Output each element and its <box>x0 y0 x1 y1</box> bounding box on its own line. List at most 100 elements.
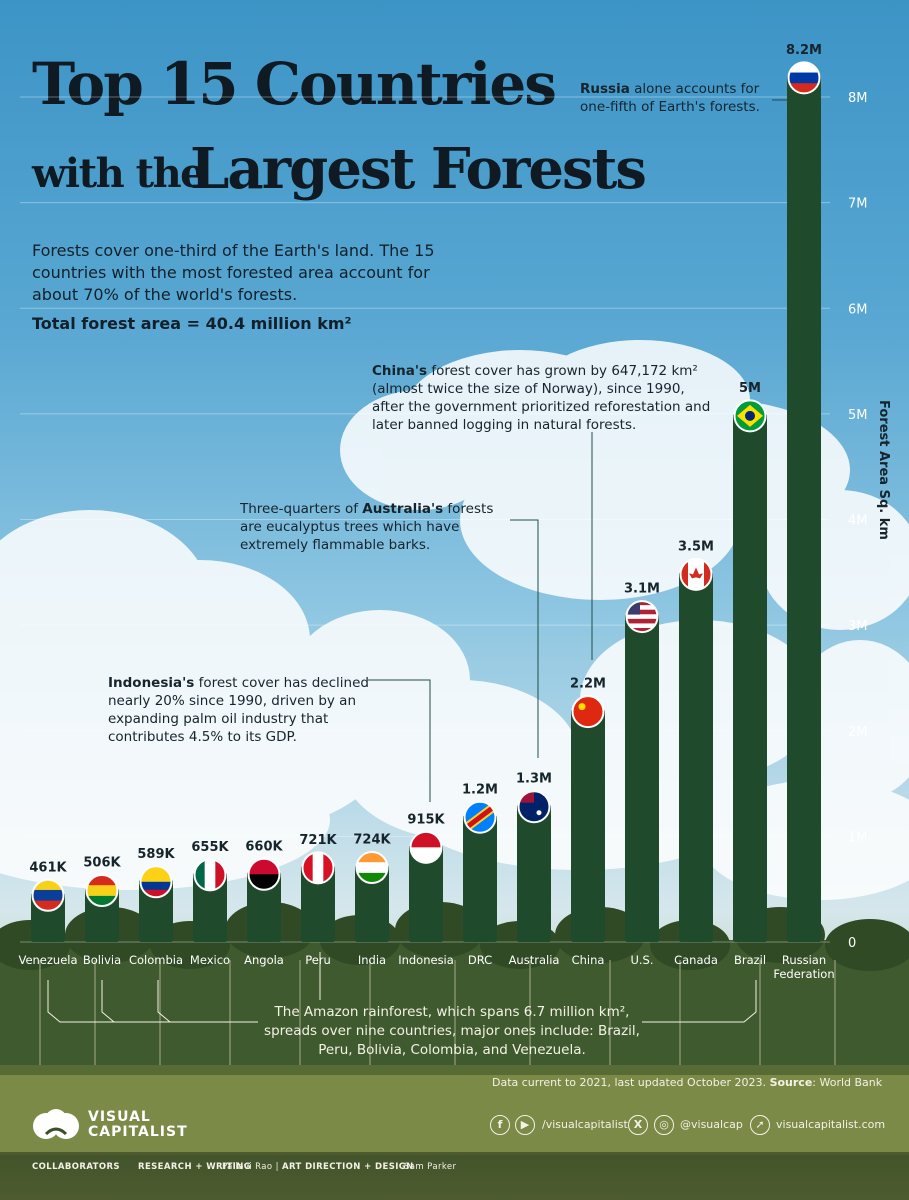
china-flag <box>571 695 605 729</box>
category-label-bolivia: Bolivia <box>83 953 121 967</box>
value-label-australia: 1.3M <box>516 772 552 787</box>
category-label-china: China <box>572 953 605 967</box>
category-label-u-s-: U.S. <box>630 953 653 967</box>
amazon-annotation: The Amazon rainforest, which spans 6.7 m… <box>264 1004 640 1058</box>
value-label-bolivia: 506K <box>83 856 121 871</box>
indonesia-annotation-text: forest cover has declined nearly 20% sin… <box>108 675 369 745</box>
youtube-icon[interactable]: ▶ <box>515 1115 535 1135</box>
bar-brazil <box>733 413 767 942</box>
australia-leader-line <box>510 519 539 758</box>
research-label: RESEARCH + WRITING <box>138 1162 252 1172</box>
bar-peru <box>301 865 335 942</box>
indonesia-flag <box>409 830 443 864</box>
bolivia-flag <box>85 874 119 908</box>
page-title-line-1: Top 15 Countries <box>32 50 557 118</box>
india-flag <box>355 851 389 885</box>
art-direction-name: Sam Parker <box>404 1162 457 1172</box>
y-tick-label: 3M <box>848 619 868 634</box>
bar-indonesia <box>409 845 443 942</box>
y-axis-label: Forest Area Sq. km <box>876 400 891 540</box>
y-tick-label: 5M <box>848 408 868 423</box>
y-tick-label: 6M <box>848 302 868 317</box>
value-label-venezuela: 461K <box>29 860 67 875</box>
category-label-australia: Australia <box>509 953 560 967</box>
value-label-mexico: 655K <box>191 840 229 855</box>
category-label-russian-federation: Russian Federation <box>773 953 834 981</box>
source-note: Data current to 2021, last updated Octob… <box>492 1076 882 1089</box>
category-label-canada: Canada <box>674 953 718 967</box>
mexico-flag <box>193 858 227 892</box>
value-label-china: 2.2M <box>570 677 606 692</box>
bar-angola <box>247 872 281 942</box>
x-twitter-icon[interactable]: X <box>628 1115 648 1135</box>
russia-annotation-text: alone accounts for one-fifth of Earth's … <box>580 81 760 115</box>
instagram-icon[interactable]: ◎ <box>654 1115 674 1135</box>
peru-flag <box>301 851 335 885</box>
value-label-indonesia: 915K <box>407 812 445 827</box>
cursor-icon: ➚ <box>750 1115 770 1135</box>
art-direction-label: ART DIRECTION + DESIGN <box>282 1162 414 1172</box>
value-label-drc: 1.2M <box>462 782 498 797</box>
amazon-leader-line-2 <box>101 980 258 1023</box>
value-label-peru: 721K <box>299 833 337 848</box>
australia-annotation: Three-quarters of Australia's forests ar… <box>240 500 505 554</box>
amazon-leader-line-3 <box>157 980 258 1023</box>
bar-china <box>571 709 605 942</box>
chart-bars <box>31 75 821 942</box>
value-label-angola: 660K <box>245 839 283 854</box>
chart-y-axis: 0 1M 2M 3M 4M 5M 6M 7M 8M <box>848 91 868 951</box>
us-flag <box>625 600 659 634</box>
social-handle-visualcap[interactable]: @visualcap <box>680 1118 743 1131</box>
china-annotation-bold: China's <box>372 363 428 379</box>
bar-u-s- <box>625 614 659 942</box>
research-name: Pallavi Rao | <box>222 1162 279 1172</box>
bar-canada <box>679 572 713 942</box>
chart-labels: 461K Venezuela 506K Bolivia 589K Colombia 655K… <box>18 43 834 981</box>
annotation-leader-lines <box>47 99 790 1023</box>
y-tick-label: 4M <box>848 514 868 529</box>
russia-flag <box>787 61 821 95</box>
drc-flag <box>463 800 497 834</box>
category-label-india: India <box>358 953 386 967</box>
australia-annotation-bold: Australia's <box>362 501 444 517</box>
venezuela-flag <box>31 878 65 912</box>
category-label-angola: Angola <box>244 953 284 967</box>
bar-australia <box>517 804 551 942</box>
logo-line-2: CAPITALIST <box>88 1124 188 1140</box>
source-value: : World Bank <box>812 1076 883 1089</box>
australia-annotation-text: forests are eucalyptus trees which have … <box>240 501 494 553</box>
angola-flag <box>247 857 281 891</box>
russia-annotation-bold: Russia <box>580 81 630 97</box>
category-label-peru: Peru <box>305 953 331 967</box>
china-annotation-text: forest cover has grown by 647,172 km² (a… <box>372 363 711 433</box>
visual-capitalist-logo-icon <box>33 1109 79 1139</box>
russia-annotation: Russia alone accounts for one-fifth of E… <box>580 80 780 116</box>
category-label-indonesia: Indonesia <box>398 953 454 967</box>
social-handle-visualcapitalist[interactable]: /visualcapitalist <box>542 1118 628 1131</box>
amazon-leader-line-5 <box>642 980 757 1023</box>
y-tick-label: 7M <box>848 197 868 212</box>
indonesia-annotation-bold: Indonesia's <box>108 675 195 691</box>
total-forest-area: Total forest area = 40.4 million km² <box>32 314 352 333</box>
website-link[interactable]: visualcapitalist.com <box>776 1118 886 1131</box>
indonesia-leader-line <box>368 679 431 802</box>
canada-flag <box>679 557 713 591</box>
y-tick-label: 2M <box>848 725 868 740</box>
page-title-line-2-prefix: with the <box>32 150 206 197</box>
facebook-icon[interactable]: f <box>490 1115 510 1135</box>
collaborators-label: COLLABORATORS <box>32 1162 120 1172</box>
bar-india <box>355 865 389 942</box>
value-label-india: 724K <box>353 833 391 848</box>
intro-text: Forests cover one-third of the Earth's l… <box>32 241 435 304</box>
value-label-colombia: 589K <box>137 847 175 862</box>
y-tick-label: 0 <box>848 936 856 951</box>
y-tick-label: 8M <box>848 91 868 106</box>
source-label: Source <box>769 1076 813 1089</box>
bar-mexico <box>193 872 227 942</box>
category-label-colombia: Colombia <box>129 953 183 967</box>
indonesia-annotation: Indonesia's forest cover has declined ne… <box>108 674 373 746</box>
china-annotation: China's forest cover has grown by 647,17… <box>372 362 712 434</box>
value-label-russian-federation: 8.2M <box>786 43 822 58</box>
category-label-mexico: Mexico <box>190 953 230 967</box>
